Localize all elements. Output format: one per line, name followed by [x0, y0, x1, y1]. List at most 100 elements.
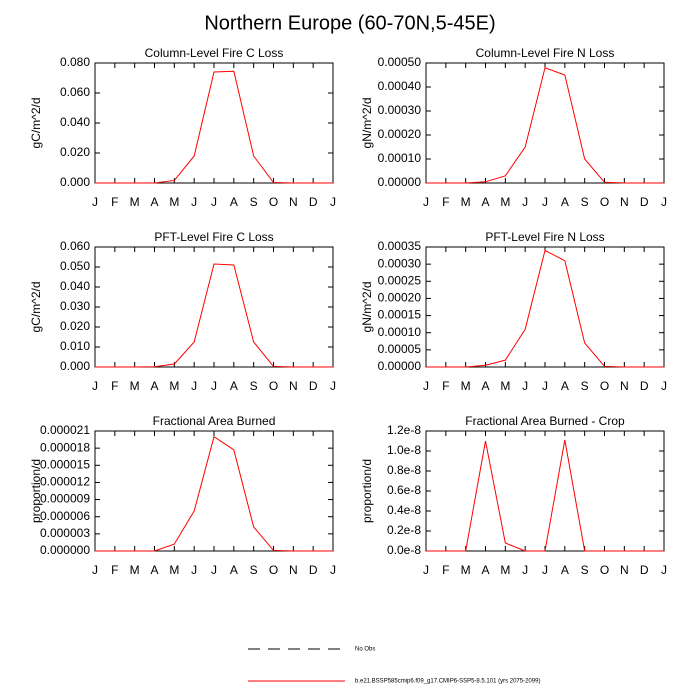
panel-title: Fractional Area Burned - Crop: [465, 414, 625, 428]
x-tick-label: F: [442, 563, 449, 577]
x-tick-label: J: [211, 379, 217, 393]
x-tick-label: A: [150, 563, 158, 577]
y-tick-label: 0.00015: [378, 308, 422, 322]
x-tick-label: J: [191, 563, 197, 577]
y-tick-label: 0.2e-8: [387, 523, 421, 537]
y-tick-label: 0.00035: [378, 239, 422, 253]
x-tick-label: M: [169, 195, 179, 209]
x-tick-label: A: [230, 195, 238, 209]
x-tick-label: J: [423, 195, 429, 209]
panel-title: PFT-Level Fire C Loss: [154, 230, 273, 244]
x-tick-label: M: [461, 563, 471, 577]
y-tick-label: 0.00030: [378, 256, 422, 270]
y-tick-label: 0.00010: [378, 325, 422, 339]
x-tick-label: J: [661, 563, 667, 577]
y-tick-label: 0.060: [60, 85, 90, 99]
y-tick-label: 0.6e-8: [387, 483, 421, 497]
y-tick-label: 0.080: [60, 55, 90, 69]
y-tick-label: 0.00000: [378, 359, 422, 373]
y-tick-label: 0.000: [60, 175, 90, 189]
x-tick-label: O: [269, 195, 278, 209]
x-tick-label: M: [130, 379, 140, 393]
panel-title: Column-Level Fire C Loss: [145, 46, 284, 60]
y-tick-label: 0.000009: [40, 492, 90, 506]
y-tick-label: 0.000012: [40, 475, 90, 489]
x-tick-label: O: [600, 563, 609, 577]
x-tick-label: A: [561, 563, 569, 577]
x-tick-label: S: [250, 563, 258, 577]
y-tick-label: 0.000003: [40, 526, 90, 540]
y-tick-label: 0.000018: [40, 440, 90, 454]
y-tick-label: 0.050: [60, 259, 90, 273]
x-tick-label: O: [600, 379, 609, 393]
x-tick-label: J: [92, 379, 98, 393]
y-axis-label: gN/m^2/d: [360, 282, 374, 333]
data-line: [426, 249, 664, 368]
legend-label: b.e21.BSSP585cmip6.f09_g17.CMIP6-SSP5-8.…: [355, 679, 540, 685]
y-tick-label: 0.00005: [378, 342, 422, 356]
x-tick-label: N: [620, 563, 629, 577]
y-tick-label: 0.00020: [378, 127, 422, 141]
figure-title: Northern Europe (60-70N,5-45E): [204, 12, 495, 34]
y-tick-label: 0.030: [60, 299, 90, 313]
plot-frame: [94, 430, 334, 552]
x-tick-label: D: [309, 379, 318, 393]
x-tick-label: S: [250, 379, 258, 393]
x-tick-label: S: [581, 195, 589, 209]
y-axis-label: proportion/d: [29, 459, 43, 523]
x-tick-label: O: [269, 563, 278, 577]
x-tick-label: J: [661, 195, 667, 209]
y-tick-label: 0.000021: [40, 423, 90, 437]
y-tick-label: 0.00050: [378, 55, 422, 69]
y-tick-label: 0.000000: [40, 543, 90, 557]
y-tick-label: 0.000: [60, 359, 90, 373]
x-tick-label: A: [150, 379, 158, 393]
y-tick-label: 0.00030: [378, 103, 422, 117]
x-tick-label: M: [461, 379, 471, 393]
y-tick-label: 0.4e-8: [387, 503, 421, 517]
x-tick-label: A: [481, 563, 489, 577]
y-tick-label: 0.000006: [40, 509, 90, 523]
y-tick-label: 1.2e-8: [387, 423, 421, 437]
x-tick-label: M: [130, 195, 140, 209]
y-axis-label: gN/m^2/d: [360, 98, 374, 149]
x-tick-label: M: [169, 563, 179, 577]
data-line: [95, 70, 333, 184]
x-tick-label: M: [130, 563, 140, 577]
x-tick-label: J: [191, 195, 197, 209]
x-tick-label: J: [522, 563, 528, 577]
x-tick-label: J: [661, 379, 667, 393]
x-tick-label: A: [561, 195, 569, 209]
data-line: [426, 67, 664, 184]
x-tick-label: O: [600, 195, 609, 209]
x-tick-label: D: [640, 563, 649, 577]
x-tick-label: D: [309, 195, 318, 209]
y-tick-label: 0.020: [60, 319, 90, 333]
x-tick-label: J: [92, 563, 98, 577]
x-tick-label: J: [423, 379, 429, 393]
x-tick-label: F: [111, 379, 118, 393]
y-tick-label: 1.0e-8: [387, 443, 421, 457]
data-line: [95, 263, 333, 368]
x-tick-label: J: [211, 195, 217, 209]
y-tick-label: 0.060: [60, 239, 90, 253]
y-tick-label: 0.000015: [40, 457, 90, 471]
x-tick-label: A: [481, 379, 489, 393]
x-tick-label: N: [289, 379, 298, 393]
x-tick-label: A: [230, 563, 238, 577]
panel-title: PFT-Level Fire N Loss: [485, 230, 604, 244]
x-tick-label: M: [461, 195, 471, 209]
x-tick-label: J: [522, 195, 528, 209]
x-tick-label: S: [581, 563, 589, 577]
x-tick-label: J: [522, 379, 528, 393]
x-tick-label: F: [442, 195, 449, 209]
x-tick-label: N: [620, 195, 629, 209]
x-tick-label: J: [92, 195, 98, 209]
y-tick-label: 0.8e-8: [387, 463, 421, 477]
x-tick-label: J: [542, 379, 548, 393]
x-tick-label: M: [169, 379, 179, 393]
x-tick-label: M: [500, 195, 510, 209]
x-tick-label: A: [150, 195, 158, 209]
y-axis-label: proportion/d: [360, 459, 374, 523]
legend-label: No Obs: [355, 647, 375, 653]
